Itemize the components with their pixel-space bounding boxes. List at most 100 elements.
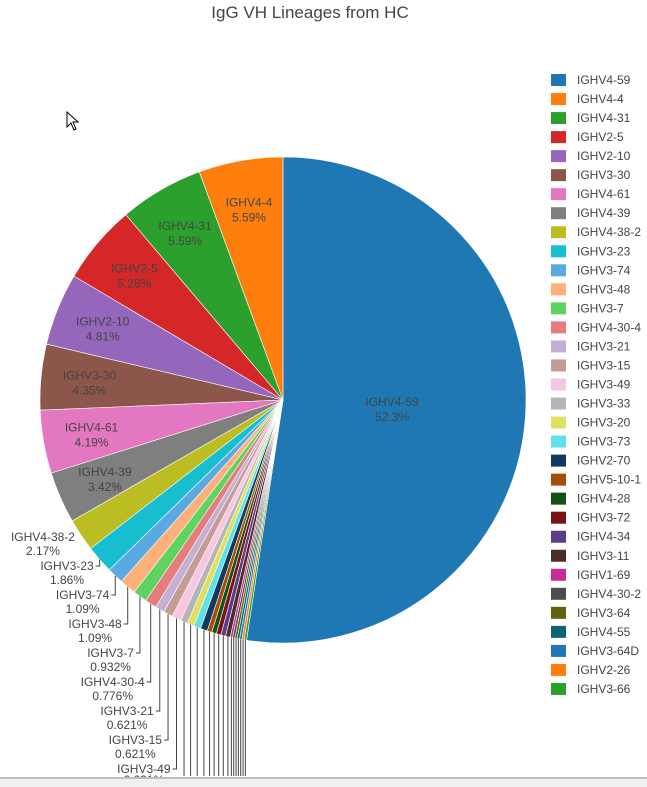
legend-swatch (551, 359, 566, 372)
legend-label: IGHV3-49 (577, 377, 631, 391)
legend-item[interactable]: IGHV3-15 (551, 358, 631, 372)
legend-item[interactable]: IGHV4-34 (551, 530, 631, 544)
legend-swatch (551, 321, 566, 334)
slice-label-name: IGHV4-61 (65, 421, 119, 435)
legend-label: IGHV4-59 (577, 73, 631, 87)
legend-item[interactable]: IGHV1-69 (551, 568, 631, 582)
slice-label-percent: 4.35% (72, 384, 106, 398)
legend-item[interactable]: IGHV5-10-1 (551, 473, 641, 487)
legend-label: IGHV3-72 (577, 511, 631, 525)
legend-item[interactable]: IGHV4-39 (551, 206, 631, 220)
legend-swatch (551, 416, 566, 429)
legend-label: IGHV3-33 (577, 397, 631, 411)
slice-label-name: IGHV3-30 (63, 369, 117, 383)
slice-label-name: IGHV3-23 (40, 559, 94, 573)
legend-label: IGHV4-30-2 (577, 587, 641, 601)
legend-item[interactable]: IGHV3-33 (551, 397, 631, 411)
legend-swatch (551, 511, 566, 524)
legend-swatch (551, 302, 566, 315)
legend-swatch (551, 188, 566, 201)
legend-item[interactable]: IGHV3-30 (551, 168, 631, 182)
slice-label-name: IGHV2-10 (76, 314, 130, 328)
legend-item[interactable]: IGHV3-74 (551, 263, 631, 277)
legend-item[interactable]: IGHV3-73 (551, 435, 631, 449)
legend-swatch (551, 150, 566, 163)
legend-label: IGHV5-10-1 (577, 473, 641, 487)
leader-line (146, 603, 152, 683)
legend-item[interactable]: IGHV3-11 (551, 549, 630, 563)
legend-label: IGHV4-61 (577, 187, 631, 201)
legend-label: IGHV2-10 (577, 149, 631, 163)
legend-label: IGHV3-15 (577, 358, 631, 372)
pie-slice-ighv4-59[interactable] (246, 156, 527, 644)
legend-label: IGHV3-23 (577, 244, 631, 258)
legend-item[interactable]: IGHV2-5 (551, 130, 624, 144)
legend-item[interactable]: IGHV2-70 (551, 454, 631, 468)
legend-swatch (551, 112, 566, 125)
legend-item[interactable]: IGHV3-72 (551, 511, 631, 525)
slice-label-name: IGHV3-74 (56, 588, 110, 602)
slice-label-name: IGHV4-30-4 (81, 675, 145, 689)
legend-item[interactable]: IGHV3-20 (551, 416, 631, 430)
legend-swatch (551, 606, 566, 619)
legend-item[interactable]: IGHV3-64 (551, 606, 631, 620)
slice-label-percent: 3.42% (88, 480, 122, 494)
legend-label: IGHV3-64 (577, 606, 631, 620)
slice-label-name: IGHV3-49 (117, 762, 171, 776)
legend-label: IGHV2-26 (577, 663, 631, 677)
legend-item[interactable]: IGHV3-49 (551, 377, 631, 391)
legend-swatch (551, 473, 566, 486)
slice-label-percent: 0.932% (90, 660, 131, 674)
legend-label: IGHV3-73 (577, 435, 631, 449)
legend-label: IGHV3-7 (577, 301, 624, 315)
legend-item[interactable]: IGHV4-55 (551, 625, 631, 639)
legend-item[interactable]: IGHV4-30-2 (551, 587, 641, 601)
legend-item[interactable]: IGHV4-4 (551, 92, 624, 106)
legend-item[interactable]: IGHV2-10 (551, 149, 631, 163)
legend-item[interactable]: IGHV4-61 (551, 187, 631, 201)
slice-label-percent: 1.09% (66, 602, 100, 616)
legend-item[interactable]: IGHV4-38-2 (551, 225, 641, 239)
legend-item[interactable]: IGHV3-21 (551, 339, 631, 353)
legend-swatch (551, 435, 566, 448)
leader-line (164, 614, 169, 741)
legend-item[interactable]: IGHV4-59 (551, 73, 631, 87)
legend-swatch (551, 378, 566, 391)
legend-swatch (551, 644, 566, 657)
slice-label-name: IGHV4-59 (365, 395, 419, 409)
horizontal-scrollbar[interactable] (0, 777, 647, 787)
legend-item[interactable]: IGHV3-48 (551, 282, 631, 296)
legend-swatch (551, 245, 566, 258)
legend-label: IGHV3-48 (577, 282, 631, 296)
pie-slices (39, 156, 527, 644)
slice-label-name: IGHV4-4 (226, 196, 273, 210)
pie-slice-ighv3-66[interactable] (243, 399, 284, 641)
slice-label-percent: 0.621% (107, 718, 148, 732)
legend-item[interactable]: IGHV4-31 (551, 111, 631, 125)
legend-item[interactable]: IGHV3-23 (551, 244, 631, 258)
leader-line (111, 575, 116, 596)
legend: IGHV4-59 IGHV4-4 IGHV4-31 IGHV2-5 IGHV2-10 IG… (551, 73, 641, 696)
legend-swatch (551, 169, 566, 182)
legend-swatch (551, 625, 566, 638)
leader-line (172, 618, 178, 770)
leader-line (135, 596, 141, 654)
legend-item[interactable]: IGHV2-26 (551, 663, 631, 677)
legend-swatch (551, 264, 566, 277)
legend-item[interactable]: IGHV3-64D (551, 644, 639, 658)
legend-swatch (551, 226, 566, 239)
leader-line (155, 609, 161, 712)
legend-swatch (551, 568, 566, 581)
legend-item[interactable]: IGHV4-30-4 (551, 320, 641, 334)
legend-swatch (551, 530, 566, 543)
legend-label: IGHV4-55 (577, 625, 631, 639)
slice-label-name: IGHV3-48 (68, 617, 122, 631)
mouse-cursor-icon (66, 110, 80, 136)
legend-swatch (551, 340, 566, 353)
slice-label-name: IGHV4-38-2 (11, 530, 75, 544)
legend-item[interactable]: IGHV4-28 (551, 492, 631, 506)
legend-item[interactable]: IGHV3-66 (551, 682, 631, 696)
legend-swatch (551, 283, 566, 296)
legend-item[interactable]: IGHV3-7 (551, 301, 624, 315)
legend-label: IGHV3-21 (577, 339, 631, 353)
